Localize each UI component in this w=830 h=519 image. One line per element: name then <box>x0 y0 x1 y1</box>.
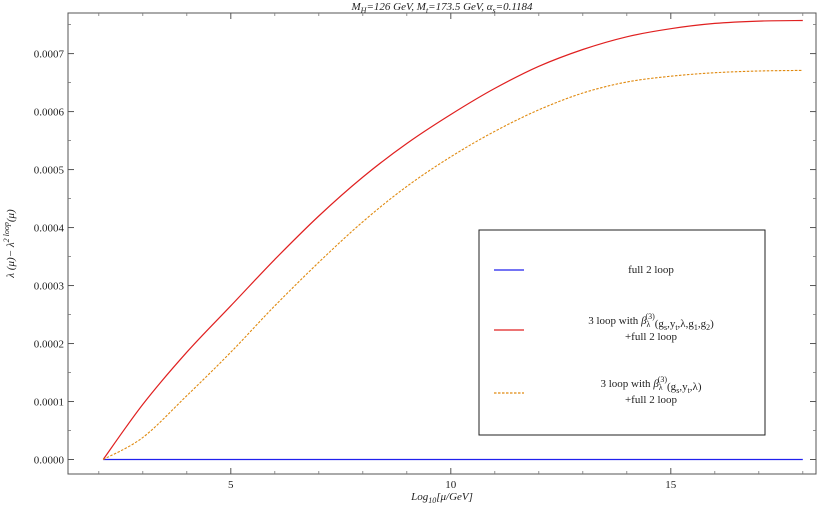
legend-label-part: 3 loop with <box>600 378 653 390</box>
legend-label-part: full 2 loop <box>628 264 674 276</box>
legend-label-part: +full 2 loop <box>625 394 678 406</box>
legend-label-part: s <box>664 323 667 332</box>
chart-title-part: H <box>360 6 368 15</box>
legend-label-part: ,y <box>679 381 688 393</box>
series-3-loop-gs-yt-lambda-line <box>102 69 803 460</box>
plot-border <box>67 12 817 475</box>
y-tick-label: 0.0004 <box>34 223 65 235</box>
legend-entry-3-loop: 3 loop with βλ(3)(gs,yt,λ)+full 2 loop <box>494 375 702 406</box>
legend-label: full 2 loop <box>628 264 674 276</box>
legend-label-part: 1 <box>694 323 698 332</box>
x-tick-label: 15 <box>665 479 677 491</box>
legend-label-part: 2 <box>706 323 710 332</box>
legend-label-part: t <box>675 323 678 332</box>
legend-label-part: +full 2 loop <box>625 331 678 343</box>
y-tick-label: 0.0000 <box>34 455 65 467</box>
x-axis-label-part: 10 <box>428 496 436 505</box>
legend-label-part: ,y <box>667 318 676 330</box>
y-axis-label-part: (μ) <box>5 209 17 222</box>
legend-label-part: β <box>652 378 659 390</box>
legend-label-part: β <box>640 315 647 327</box>
axis-labels: MH=126 GeV, Mt=173.5 GeV, αs=0.1184Log10… <box>2 1 533 505</box>
chart-title-part: =173.5 GeV, <box>428 1 487 13</box>
legend-label-part: 3 loop with <box>588 315 641 327</box>
y-axis-label-part: 2 loop <box>2 222 11 242</box>
chart-title-part: M <box>416 1 427 13</box>
legend-label-part: λ <box>659 383 663 392</box>
legend-label-part: ,g <box>698 318 707 330</box>
y-tick-label: 0.0002 <box>34 339 64 351</box>
y-tick-label: 0.0007 <box>34 49 65 61</box>
legend-label-part: (3) <box>658 375 668 384</box>
x-tick-label: 10 <box>445 479 457 491</box>
x-axis-label-part: Log <box>410 491 429 503</box>
chart-title-part: =0.1184 <box>496 1 533 13</box>
legend-label-part: ,λ) <box>690 381 702 393</box>
legend-label: +full 2 loop <box>625 394 678 406</box>
legend-label-part: t <box>688 386 691 395</box>
y-tick-label: 0.0005 <box>34 165 65 177</box>
legend-label-part: ,λ,g <box>678 318 695 330</box>
legend-label-part: (g <box>655 318 665 330</box>
legend-label-part: ) <box>710 318 714 330</box>
legend-label: +full 2 loop <box>625 331 678 343</box>
legend-label-part: (3) <box>645 312 655 321</box>
legend-label-part: (g <box>667 381 677 393</box>
chart-title-part: t <box>426 6 429 15</box>
chart-title-part: s <box>493 6 496 15</box>
legend-label-part: s <box>676 386 679 395</box>
legend-entry-full-2-loop: full 2 loop <box>494 264 674 276</box>
legend-label: 3 loop with βλ(3)(gs,yt,λ,g1,g2) <box>588 312 714 332</box>
y-axis-label: λ (μ)− λ2 loop(μ) <box>2 209 17 279</box>
y-tick-label: 0.0003 <box>34 281 65 293</box>
y-axis-label-part: λ (μ)− λ <box>5 242 17 279</box>
chart-title: MH=126 GeV, Mt=173.5 GeV, αs=0.1184 <box>351 1 533 15</box>
legend-entry-3-loop-g1-g2: 3 loop with βλ(3)(gs,yt,λ,g1,g2)+full 2 … <box>494 312 714 343</box>
series-3-loop-gs-yt-lambda-g1-g2-line <box>102 19 803 460</box>
legend-box <box>478 229 766 436</box>
y-tick-label: 0.0006 <box>34 107 65 119</box>
x-axis-label: Log10[μ/GeV] <box>410 491 473 505</box>
x-axis-label-part: [μ/GeV] <box>436 491 473 503</box>
legend-label-part: λ <box>647 320 651 329</box>
chart-title-part: α <box>487 1 493 13</box>
plot-frame <box>67 12 817 475</box>
y-tick-label: 0.0001 <box>34 397 64 409</box>
x-tick-label: 5 <box>228 479 234 491</box>
chart-title-part: M <box>351 1 362 13</box>
legend-label: 3 loop with βλ(3)(gs,yt,λ) <box>600 375 701 395</box>
chart-title-part: =126 GeV, <box>366 1 416 13</box>
series-lines <box>102 19 803 461</box>
axis-ticks: 5 10 15 0.0000 0.0001 0.0002 0.0003 0.0004 0.000… <box>34 13 816 491</box>
